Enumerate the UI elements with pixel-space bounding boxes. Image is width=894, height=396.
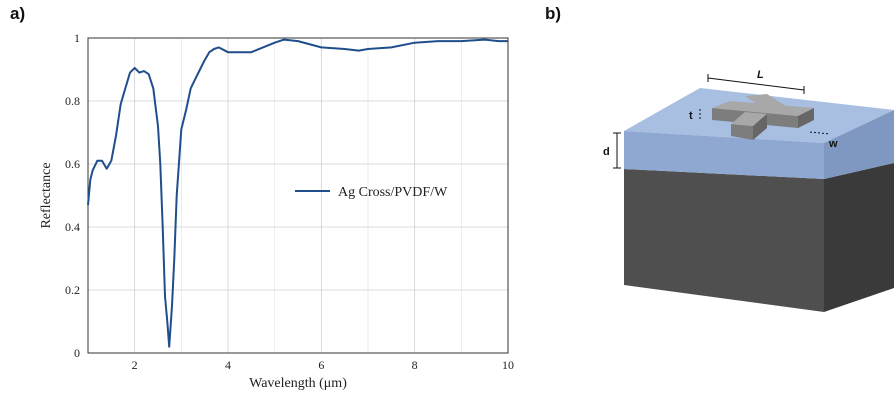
y-axis-title: Reflectance: [39, 162, 54, 228]
cross-arm-front-lower: [731, 124, 753, 140]
y-tick-labels: 0 0.2 0.4 0.6 0.8 1: [65, 31, 80, 360]
x-tick-label: 4: [225, 358, 231, 372]
series-line: [87, 38, 508, 348]
label-depth: d: [603, 146, 610, 158]
cross-arm-side-lower: [753, 114, 767, 140]
legend-label: Ag Cross/PVDF/W: [338, 185, 448, 200]
y-tick-label: 0.4: [65, 220, 80, 234]
y-tick-label: 0: [74, 346, 80, 360]
label-length: L: [757, 69, 764, 81]
x-tick-label: 6: [318, 358, 324, 372]
unit-cell-diagram: L t w d: [603, 69, 894, 312]
label-width: w: [828, 138, 838, 150]
y-tick-label: 0.8: [65, 94, 80, 108]
x-tick-label: 10: [502, 358, 514, 372]
dimension-line-width: [809, 131, 831, 135]
x-tick-labels: 2 4 6 8 10: [132, 358, 514, 372]
dielectric-side-face: [824, 110, 894, 179]
substrate-front-face: [624, 169, 824, 312]
panel-label-b: b): [545, 4, 562, 23]
x-axis-title: Wavelength (μm): [249, 376, 347, 391]
dielectric-front-face: [624, 131, 824, 179]
reflectance-chart: 2 4 6 8 10 0 0.2 0.4 0.6 0.8 1 Wavelength (μm) Re…: [39, 31, 514, 391]
silver-cross: [712, 94, 814, 140]
y-tick-label: 0.6: [65, 157, 80, 171]
cross-bar-side: [798, 108, 814, 128]
chart-legend: Ag Cross/PVDF/W: [295, 185, 448, 200]
y-tick-label: 1: [74, 31, 80, 45]
cross-arm-top-lower: [731, 112, 767, 126]
y-tick-label: 0.2: [65, 283, 80, 297]
x-tick-label: 2: [132, 358, 138, 372]
dimension-line-length: [707, 77, 805, 91]
label-thickness: t: [689, 110, 693, 122]
cross-bar-top: [712, 101, 814, 116]
substrate-side-face: [824, 163, 894, 312]
panel-label-a: a): [10, 4, 26, 23]
x-tick-label: 8: [412, 358, 418, 372]
cross-arm-top: [745, 94, 792, 113]
